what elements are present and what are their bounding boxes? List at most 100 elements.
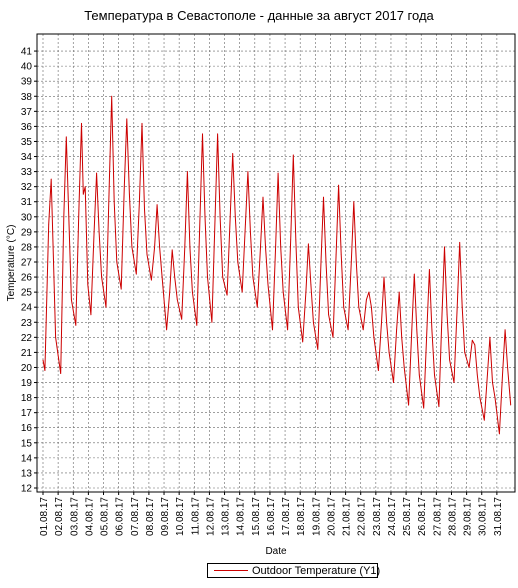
data-point (280, 246, 282, 248)
y-tick-label: 30 (21, 212, 33, 223)
data-point (408, 404, 409, 406)
x-axis: 01.08.17 02.08.17 03.08.17 04.08.17 05.08.17… (39, 492, 504, 536)
y-tick-label: 35 (21, 137, 33, 148)
data-point (355, 261, 357, 263)
data-point (151, 279, 152, 281)
x-tick-label: 04.08.17 (84, 497, 95, 536)
data-point (489, 336, 491, 338)
data-point (335, 254, 337, 255)
x-tick-label: 08.08.17 (145, 497, 156, 536)
data-point (487, 374, 488, 376)
y-tick-label: 22 (21, 333, 33, 344)
data-point (499, 433, 500, 435)
data-point (272, 329, 273, 331)
data-point (68, 216, 70, 218)
data-point (275, 246, 276, 248)
x-tick-label: 19.08.17 (311, 497, 322, 536)
y-tick-label: 25 (21, 288, 33, 299)
legend: Outdoor Temperature (Y1) (207, 563, 380, 578)
data-point (413, 273, 415, 275)
x-tick-label: 12.08.17 (205, 497, 216, 536)
data-point (483, 419, 485, 421)
data-point (87, 284, 89, 285)
data-point (320, 261, 322, 263)
data-point (75, 324, 77, 326)
data-point (247, 171, 249, 173)
y-axis-label: Temperature (°C) (6, 225, 17, 302)
data-point (105, 306, 107, 308)
data-point (181, 318, 183, 320)
data-point (146, 254, 148, 255)
data-point (48, 223, 50, 225)
data-point (120, 288, 122, 290)
y-tick-label: 32 (21, 182, 33, 193)
data-point (398, 291, 400, 293)
y-tick-label: 12 (21, 484, 33, 495)
data-point (81, 123, 82, 124)
data-point (366, 299, 367, 301)
data-point (456, 306, 458, 308)
y-tick-label: 21 (21, 348, 33, 359)
data-point (78, 208, 80, 210)
y-tick-label: 23 (21, 318, 33, 329)
x-tick-label: 18.08.17 (296, 497, 307, 536)
y-tick-label: 38 (21, 92, 33, 103)
data-point (139, 201, 140, 203)
data-point (226, 294, 228, 296)
data-point (308, 243, 309, 245)
x-tick-label: 20.08.17 (326, 497, 337, 536)
data-point (323, 196, 324, 198)
data-point (313, 321, 314, 323)
data-point (386, 321, 387, 323)
data-point (461, 306, 463, 308)
x-tick-label: 25.08.17 (402, 497, 413, 536)
x-tick-label: 15.08.17 (251, 497, 262, 536)
data-point (403, 367, 405, 368)
x-tick-label: 05.08.17 (100, 497, 111, 536)
data-point (474, 344, 476, 346)
data-point (126, 118, 128, 120)
x-tick-label: 23.08.17 (372, 497, 383, 536)
x-tick-label: 31.08.17 (493, 497, 504, 536)
data-point (459, 242, 461, 243)
data-point (418, 374, 420, 376)
legend-swatch (214, 570, 248, 571)
data-point (187, 171, 188, 173)
data-point (373, 336, 375, 338)
y-tick-label: 13 (21, 468, 33, 479)
data-point (362, 329, 364, 331)
data-point (211, 321, 213, 323)
data-point (174, 276, 176, 278)
data-point (401, 336, 403, 338)
data-point (189, 246, 191, 248)
data-point (123, 186, 125, 188)
data-point (444, 246, 445, 248)
data-point (446, 314, 448, 316)
x-tick-label: 09.08.17 (160, 497, 171, 536)
x-tick-label: 30.08.17 (478, 497, 489, 536)
data-point (184, 246, 186, 248)
data-point (507, 367, 508, 368)
data-point (411, 329, 413, 331)
data-point (219, 216, 221, 218)
series-line (42, 95, 512, 435)
y-tick-label: 20 (21, 363, 33, 374)
data-point (317, 349, 319, 350)
x-tick-label: 07.08.17 (130, 497, 141, 536)
data-point (438, 406, 440, 407)
data-point (245, 223, 246, 225)
data-point (388, 352, 390, 353)
grid (37, 34, 515, 492)
data-point (476, 374, 478, 376)
data-point (510, 404, 512, 406)
data-point (468, 367, 470, 368)
data-point (154, 246, 156, 248)
data-point (82, 193, 84, 195)
data-point (277, 172, 279, 174)
data-point (232, 153, 234, 154)
data-point (71, 299, 72, 301)
data-point (229, 216, 231, 218)
x-tick-label: 17.08.17 (281, 497, 292, 536)
data-point (144, 208, 145, 210)
data-point (292, 154, 294, 156)
